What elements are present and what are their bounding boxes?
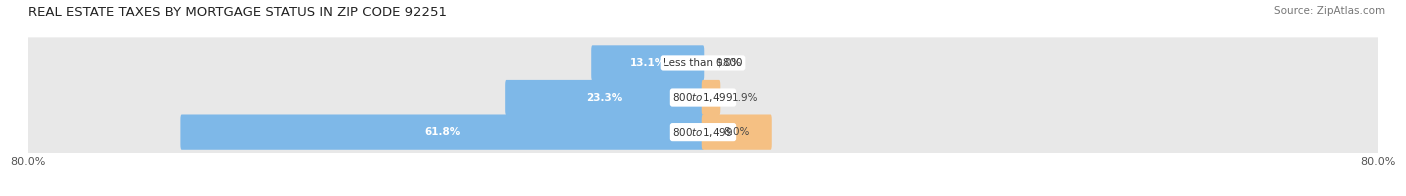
Text: 61.8%: 61.8% <box>425 127 460 137</box>
FancyBboxPatch shape <box>702 114 772 150</box>
Text: 23.3%: 23.3% <box>586 93 623 103</box>
FancyBboxPatch shape <box>505 80 704 115</box>
Text: 8.0%: 8.0% <box>724 127 749 137</box>
Text: 0.0%: 0.0% <box>716 58 742 68</box>
Text: 1.9%: 1.9% <box>731 93 758 103</box>
Text: 13.1%: 13.1% <box>630 58 666 68</box>
Text: REAL ESTATE TAXES BY MORTGAGE STATUS IN ZIP CODE 92251: REAL ESTATE TAXES BY MORTGAGE STATUS IN … <box>28 6 447 19</box>
FancyBboxPatch shape <box>25 107 1381 158</box>
Text: $800 to $1,499: $800 to $1,499 <box>672 126 734 139</box>
Text: Source: ZipAtlas.com: Source: ZipAtlas.com <box>1274 6 1385 16</box>
FancyBboxPatch shape <box>25 72 1381 123</box>
FancyBboxPatch shape <box>591 45 704 81</box>
Text: Less than $800: Less than $800 <box>664 58 742 68</box>
Text: $800 to $1,499: $800 to $1,499 <box>672 91 734 104</box>
FancyBboxPatch shape <box>180 114 704 150</box>
FancyBboxPatch shape <box>702 80 720 115</box>
FancyBboxPatch shape <box>25 37 1381 89</box>
